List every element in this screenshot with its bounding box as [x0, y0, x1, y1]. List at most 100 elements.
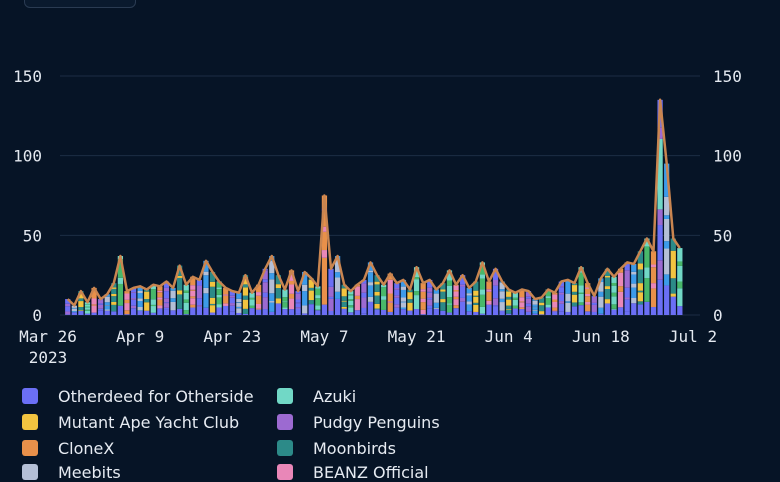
bar-segment: [184, 299, 189, 302]
bar-segment: [322, 305, 327, 315]
bar-segment: [361, 293, 366, 298]
bar-segment: [78, 298, 83, 301]
bar-segment: [578, 293, 583, 294]
bar-segment: [453, 292, 458, 297]
bar-segment: [526, 299, 531, 304]
bar-segment: [539, 311, 544, 314]
legend-item-clonex[interactable]: CloneX: [22, 438, 114, 458]
bar-segment: [157, 297, 162, 299]
bar-segment: [493, 298, 498, 305]
bar-segment: [671, 297, 676, 315]
x-tick-label: Apr 9: [116, 327, 164, 346]
bar-segment: [664, 274, 669, 285]
bar-segment: [611, 296, 616, 304]
bar-segment: [282, 302, 287, 307]
bar-segment: [105, 305, 110, 306]
bar-segment: [611, 286, 616, 293]
bar-segment: [243, 284, 248, 287]
bar-segment: [72, 312, 77, 315]
bar-segment: [559, 304, 564, 311]
legend-label-beanz: BEANZ Official: [313, 463, 429, 482]
bar-segment: [164, 288, 169, 291]
bar-segment: [144, 299, 149, 302]
bar-segment: [388, 294, 393, 302]
bar-segment: [651, 267, 656, 283]
bar-segment: [131, 300, 136, 306]
bar-segment: [480, 279, 485, 290]
bar-segment: [532, 310, 537, 311]
bar-segment: [664, 197, 669, 215]
bar-segment: [407, 303, 412, 311]
bar-segment: [677, 261, 682, 265]
bar-segment: [401, 297, 406, 301]
legend-item-mayc[interactable]: Mutant Ape Yacht Club: [22, 412, 239, 432]
bar-segment: [210, 282, 215, 287]
bar-segment: [631, 272, 636, 275]
bar-segment: [611, 304, 616, 308]
bar-segment: [447, 286, 452, 297]
bar-segment: [78, 307, 83, 310]
bar-segment: [467, 311, 472, 315]
bar-segment: [598, 308, 603, 314]
bar-segment: [138, 291, 143, 293]
bar-segment: [335, 277, 340, 291]
bar-segment: [263, 297, 268, 309]
bar-segment: [236, 307, 241, 308]
bar-segment: [500, 291, 505, 299]
bar-segment: [414, 279, 419, 291]
bar-segment: [546, 305, 551, 308]
bar-segment: [381, 310, 386, 315]
bar-segment: [190, 285, 195, 290]
bar-segment: [664, 219, 669, 241]
bar-segment: [546, 298, 551, 305]
bar-segment: [493, 305, 498, 306]
bar-segment: [289, 284, 294, 293]
bar-segment: [118, 306, 123, 315]
bar-segment: [460, 298, 465, 302]
bar-segment: [421, 302, 426, 310]
bar-segment: [657, 209, 662, 225]
bar-segment: [677, 266, 682, 282]
bar-segment: [361, 297, 366, 308]
bar-segment: [559, 301, 564, 304]
bar-segment: [546, 296, 551, 298]
bar-segment: [138, 293, 143, 298]
bar-segment: [184, 310, 189, 314]
bar-segment: [157, 291, 162, 292]
bar-segment: [657, 280, 662, 315]
bar-segment: [65, 311, 70, 314]
bar-segment: [355, 310, 360, 315]
bar-segment: [493, 307, 498, 315]
legend-label-pudgy: Pudgy Penguins: [313, 413, 440, 432]
bar-segment: [638, 301, 643, 304]
bar-segment: [368, 271, 373, 273]
bar-segment: [434, 303, 439, 308]
legend-item-pudgy[interactable]: Pudgy Penguins: [277, 412, 440, 432]
bar-segment: [203, 275, 208, 288]
bar-segment: [256, 292, 261, 296]
bar-segment: [447, 312, 452, 315]
bar-segment: [374, 296, 379, 304]
bar-segment: [91, 299, 96, 305]
legend-label-moonbirds: Moonbirds: [313, 439, 396, 458]
bar-segment: [506, 300, 511, 306]
bar-segment: [559, 293, 564, 295]
legend-swatch-pudgy: [277, 414, 293, 430]
legend-item-azuki[interactable]: Azuki: [277, 386, 356, 406]
legend-item-beanz[interactable]: BEANZ Official: [277, 462, 429, 482]
bar-segment: [460, 287, 465, 298]
legend-item-moonbirds[interactable]: Moonbirds: [277, 438, 396, 458]
bar-segment: [348, 294, 353, 295]
bar-segment: [447, 304, 452, 305]
legend-item-meebits[interactable]: Meebits: [22, 462, 121, 482]
bar-segment: [269, 279, 274, 293]
bar-segment: [414, 309, 419, 315]
bar-segment: [578, 302, 583, 305]
legend-item-otherdeed[interactable]: Otherdeed for Otherside: [22, 386, 254, 406]
x-tick-label: Jul 2: [669, 327, 717, 346]
bar-segment: [651, 251, 656, 264]
bar-segment: [269, 301, 274, 303]
bar-segment: [671, 251, 676, 279]
bar-segment: [236, 302, 241, 303]
bar-segment: [295, 313, 300, 315]
